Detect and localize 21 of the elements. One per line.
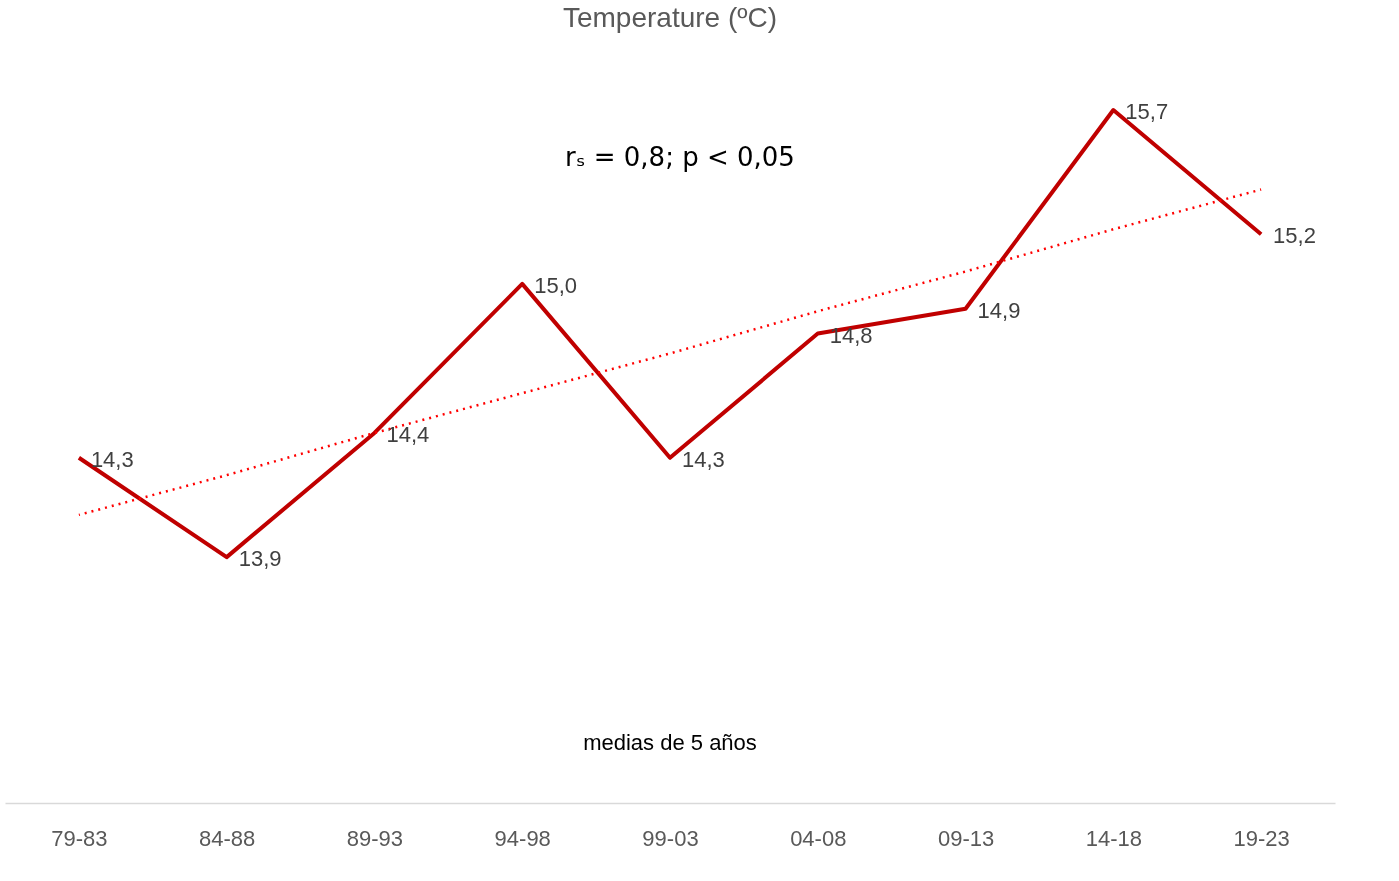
data-label: 15,2 bbox=[1273, 223, 1316, 249]
x-tick-label: 14-18 bbox=[1085, 825, 1142, 851]
data-label: 14,3 bbox=[90, 446, 134, 472]
data-label: 13,9 bbox=[238, 546, 282, 572]
x-tick-label: 99-03 bbox=[642, 825, 699, 851]
chart-title: Temperature (ºC) bbox=[562, 2, 778, 33]
data-label: 15,0 bbox=[534, 272, 578, 298]
x-tick-label: 89-93 bbox=[346, 825, 404, 851]
x-tick-label: 84-88 bbox=[199, 825, 256, 851]
x-tick-label: 79-83 bbox=[51, 825, 108, 851]
data-label: 14,9 bbox=[977, 297, 1021, 323]
data-label: 14,4 bbox=[386, 421, 430, 447]
x-tick-label: 04-08 bbox=[790, 825, 847, 851]
data-label: 15,7 bbox=[1125, 99, 1169, 125]
x-tick-label: 09-13 bbox=[937, 825, 995, 851]
x-tick-label: 94-98 bbox=[494, 825, 551, 851]
data-label: 14,3 bbox=[682, 446, 725, 472]
data-label: 14,8 bbox=[829, 322, 873, 348]
x-axis-title: medias de 5 años bbox=[583, 730, 757, 755]
x-tick-label: 19-23 bbox=[1233, 825, 1290, 851]
annotation: rₛ = 0,8; p < 0,05 bbox=[565, 142, 795, 172]
